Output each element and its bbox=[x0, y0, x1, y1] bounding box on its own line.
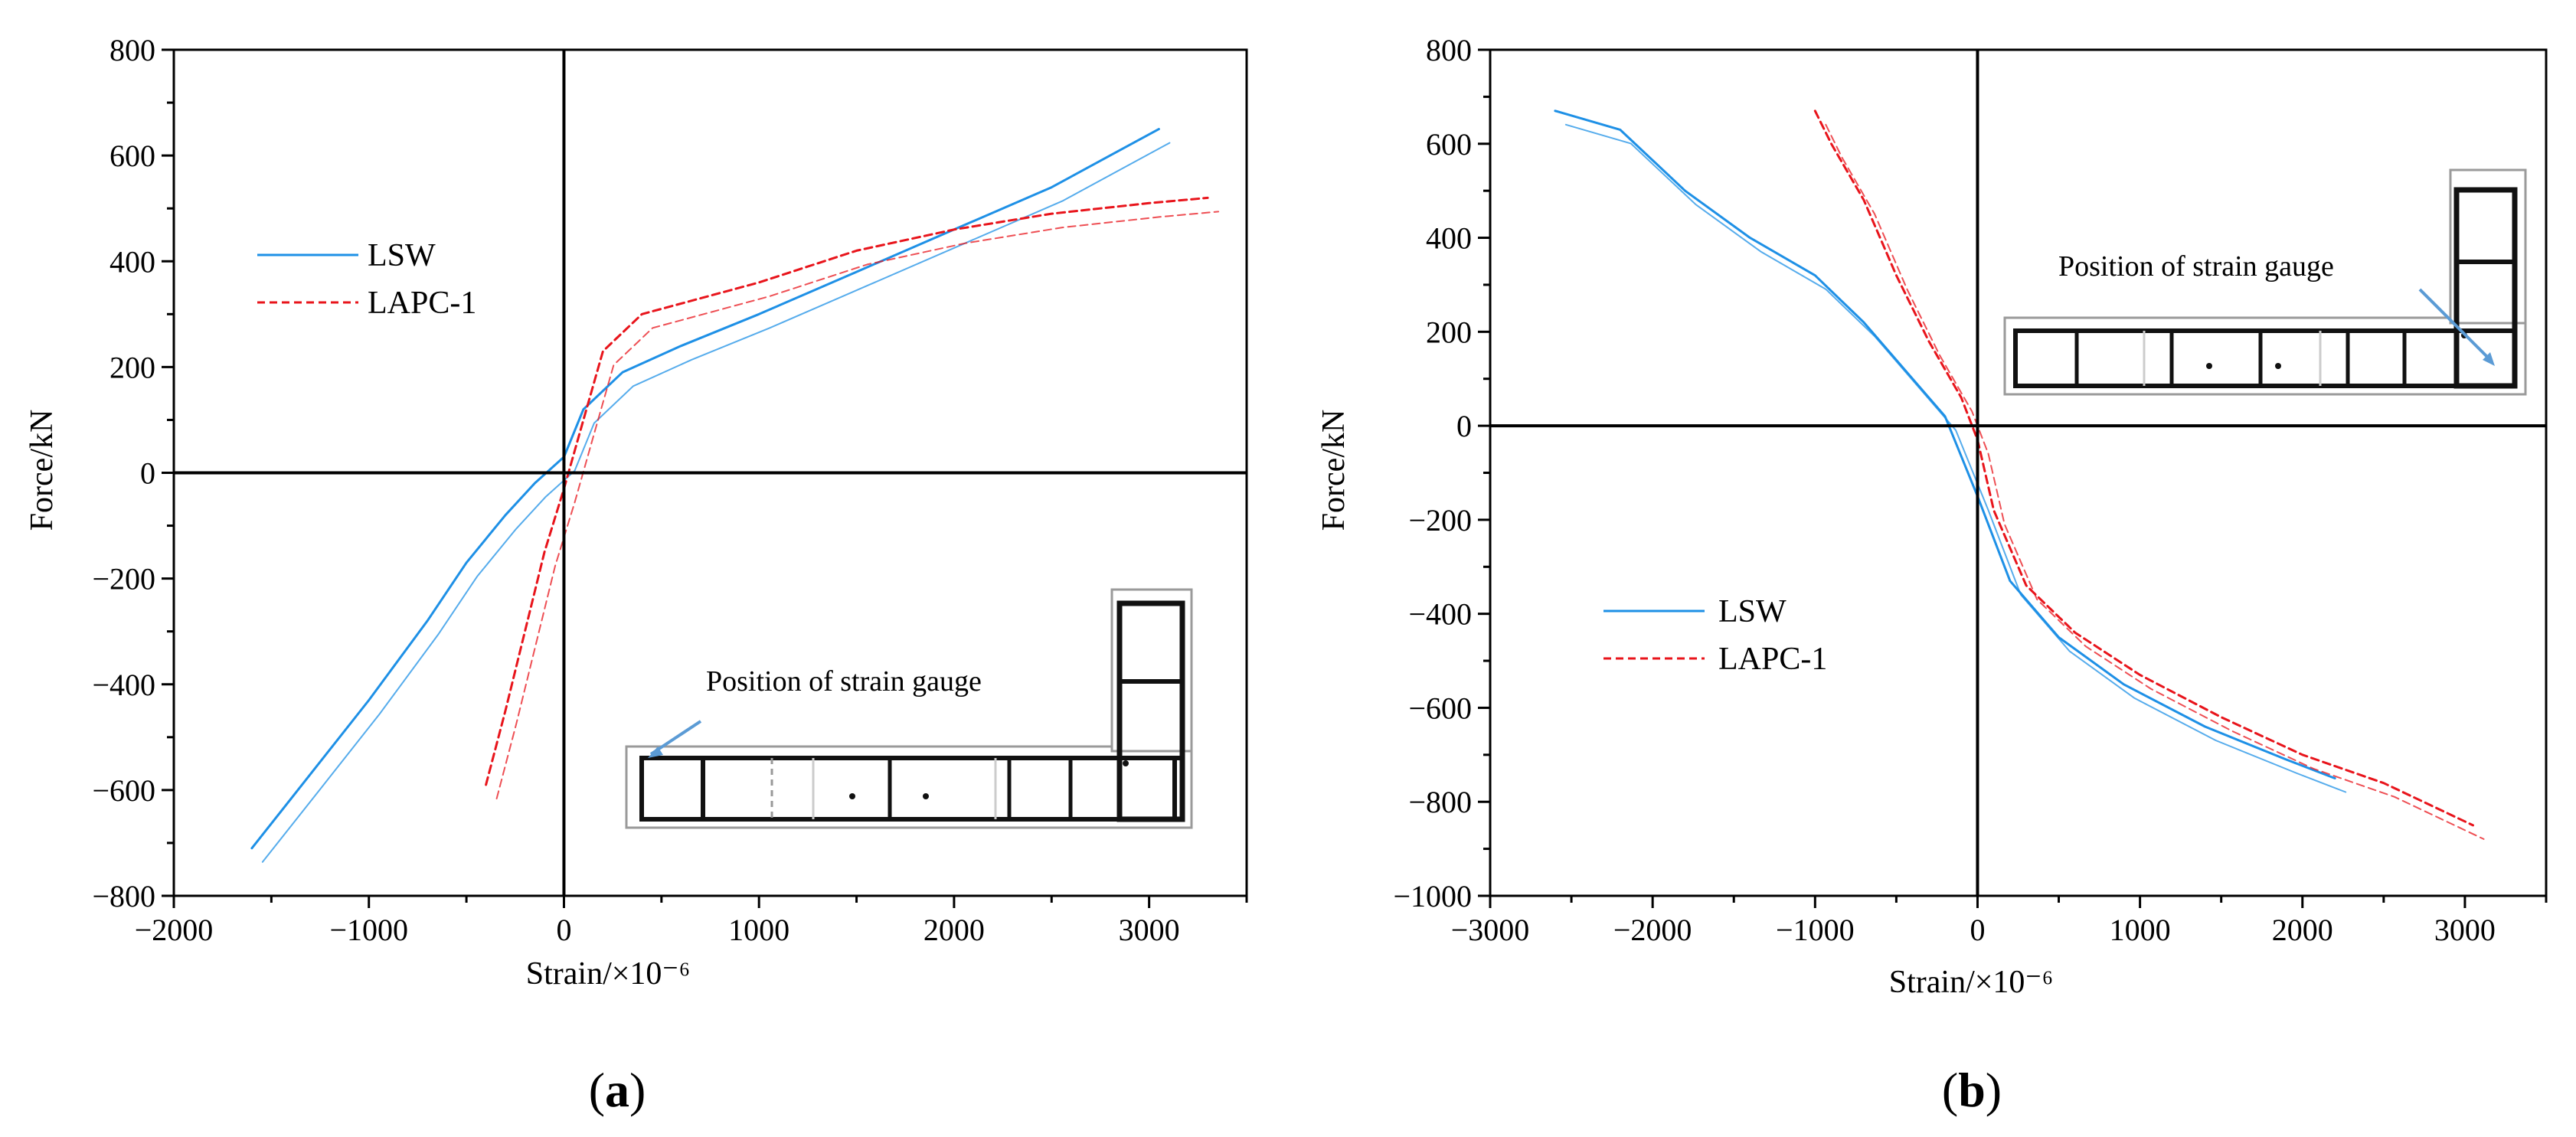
chart-b-xlabel: Strain/×10⁻⁶ bbox=[1889, 965, 2054, 1000]
chart-a-ytick-label: −600 bbox=[92, 773, 155, 808]
chart-a-inset-label: Position of strain gauge bbox=[706, 665, 982, 698]
chart-b-series-lsw bbox=[1554, 109, 2336, 779]
chart-a-ytick-label: 400 bbox=[110, 244, 155, 279]
chart-panel-b: −3000 −2000 −1000 0 1000 2000 3000−1000−800−60… bbox=[1316, 33, 2548, 1117]
chart-b-xtick-label: 2000 bbox=[2272, 913, 2333, 947]
chart-b-legend-lsw: LSW bbox=[1718, 594, 1787, 629]
chart-a-series-lsw-cycle bbox=[261, 142, 1171, 863]
chart-a-xtick-label: −2000 bbox=[135, 913, 214, 947]
chart-a-xtick-label: 0 bbox=[556, 913, 571, 947]
chart-b-xtick-label: 0 bbox=[1970, 913, 1985, 947]
chart-a-ytick-label: 0 bbox=[140, 456, 155, 491]
chart-panel-a: −2000 −1000 0 1000 2000 3000−800−600−400−2000… bbox=[25, 33, 1248, 1117]
chart-b-ytick-label: 600 bbox=[1426, 127, 1472, 162]
chart-b-xtick-label: −2000 bbox=[1613, 913, 1692, 947]
chart-b-ytick-label: 0 bbox=[1456, 409, 1472, 443]
chart-a-series-lapc-1-cycle bbox=[495, 211, 1220, 799]
chart-b-panel-label: (b) bbox=[1942, 1063, 2002, 1117]
chart-b-ytick-label: 200 bbox=[1426, 315, 1472, 349]
chart-b-xtick-label: 1000 bbox=[2110, 913, 2171, 947]
chart-b-ytick-label: −400 bbox=[1408, 597, 1472, 632]
chart-a-series-lsw bbox=[250, 128, 1160, 850]
chart-a-ytick-label: −800 bbox=[92, 879, 155, 913]
chart-b-ticks: −3000 −2000 −1000 0 1000 2000 3000−1000−800−60… bbox=[1393, 33, 2548, 947]
chart-a-xtick-label: 3000 bbox=[1119, 913, 1180, 947]
chart-b-ytick-label: 800 bbox=[1426, 33, 1472, 67]
chart-a-cross-section-inset: Position of strain gauge bbox=[625, 588, 1193, 829]
chart-a-legend-lsw: LSW bbox=[368, 238, 436, 273]
chart-a-legend: LSW LAPC-1 bbox=[257, 238, 476, 321]
chart-b-xtick-label: −3000 bbox=[1451, 913, 1530, 947]
chart-b-ytick-label: 400 bbox=[1426, 221, 1472, 256]
chart-b-legend: LSW LAPC-1 bbox=[1603, 594, 1827, 677]
chart-a-ytick-label: 600 bbox=[110, 139, 155, 173]
chart-b-legend-lapc1: LAPC-1 bbox=[1718, 642, 1827, 677]
chart-b-series-lapc-1-cycle bbox=[1825, 123, 2485, 840]
chart-b-series-lsw-cycle bbox=[1564, 123, 2347, 793]
chart-b-ytick-label: −600 bbox=[1408, 691, 1472, 725]
chart-a-xtick-label: 1000 bbox=[728, 913, 789, 947]
chart-b-cross-section-inset: Position of strain gauge bbox=[2003, 168, 2527, 396]
chart-a-xlabel: Strain/×10⁻⁶ bbox=[526, 956, 691, 992]
chart-b-ytick-label: −1000 bbox=[1393, 879, 1472, 913]
chart-a-xtick-label: −1000 bbox=[329, 913, 408, 947]
chart-a-ytick-label: 200 bbox=[110, 350, 155, 384]
chart-b-xtick-label: −1000 bbox=[1776, 913, 1855, 947]
chart-a-ytick-label: 800 bbox=[110, 33, 155, 67]
chart-a-panel-label: (a) bbox=[589, 1063, 646, 1117]
chart-a-ticks: −2000 −1000 0 1000 2000 3000−800−600−400−2000… bbox=[92, 33, 1248, 947]
chart-b-xtick-label: 3000 bbox=[2434, 913, 2496, 947]
chart-b-curves bbox=[1554, 109, 2485, 840]
chart-a-ytick-label: −200 bbox=[92, 562, 155, 596]
chart-a-ylabel: Force/kN bbox=[25, 410, 60, 531]
chart-b-series-lapc-1 bbox=[1813, 109, 2474, 827]
chart-a-ytick-label: −400 bbox=[92, 668, 155, 702]
chart-b-inset-label: Position of strain gauge bbox=[2058, 250, 2334, 283]
chart-b-ytick-label: −200 bbox=[1408, 503, 1472, 537]
chart-b-panel-letter: b bbox=[1958, 1063, 1986, 1117]
chart-a-legend-lapc1: LAPC-1 bbox=[368, 286, 476, 321]
chart-a-panel-letter: a bbox=[605, 1063, 629, 1117]
chart-a-curves bbox=[250, 128, 1220, 863]
chart-b-ylabel: Force/kN bbox=[1316, 410, 1352, 531]
chart-a-series-lapc-1 bbox=[485, 196, 1209, 786]
chart-a-xtick-label: 2000 bbox=[924, 913, 985, 947]
chart-b-ytick-label: −800 bbox=[1408, 785, 1472, 819]
